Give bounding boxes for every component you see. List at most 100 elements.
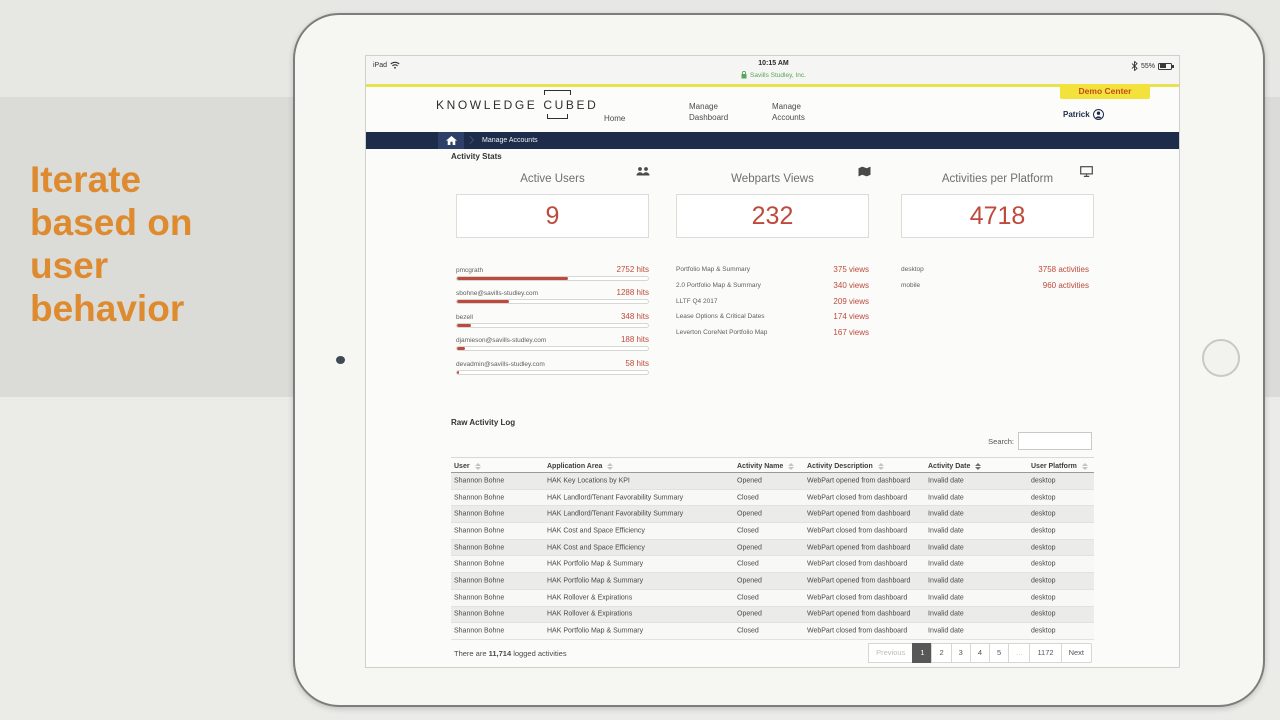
nav-item[interactable]: Manage Accounts <box>772 102 805 122</box>
status-right: 55% <box>1131 61 1174 71</box>
cell-activity-date: Invalid date <box>928 544 964 552</box>
webpart-label: Portfolio Map & Summary <box>676 266 751 274</box>
screen: iPad 10:15 AM Savills Studley, Inc. 55% … <box>365 55 1180 668</box>
hit-bar-track <box>456 276 649 281</box>
sort-icon[interactable] <box>1082 463 1088 470</box>
table-row: Shannon Bohne HAK Portfolio Map & Summar… <box>451 623 1094 640</box>
cell-activity-date: Invalid date <box>928 527 964 535</box>
cell-user: Shannon Bohne <box>454 477 505 485</box>
page-button[interactable]: 1172 <box>1029 643 1062 663</box>
table-row: Shannon Bohne HAK Rollover & Expirations… <box>451 606 1094 624</box>
hit-bar-fill <box>457 323 472 327</box>
table-search: Search: <box>988 432 1092 450</box>
page-button[interactable]: 4 <box>969 643 990 663</box>
hit-bar-track <box>456 346 649 352</box>
webpart-label: 2.0 Portfolio Map & Summary <box>676 282 761 290</box>
summary-count: 11,714 <box>488 649 512 658</box>
cell-activity-date: Invalid date <box>928 627 964 635</box>
webpart-label: Leverton CoreNet Portfolio Map <box>676 329 768 337</box>
hit-bar-track <box>456 299 649 305</box>
bluetooth-icon <box>1131 61 1138 71</box>
sort-icon[interactable] <box>788 463 794 470</box>
activity-log-table: User Application Area Activity Name <box>451 457 1094 640</box>
cell-activity-name: Closed <box>737 494 759 502</box>
table-column-header[interactable]: User Platform <box>1031 458 1088 474</box>
stat-card-value: 9 <box>456 194 649 238</box>
section-title-raw-log: Raw Activity Log <box>451 418 516 427</box>
sort-icon[interactable] <box>975 463 981 470</box>
cell-user-platform: desktop <box>1031 594 1056 602</box>
sort-icon[interactable] <box>878 463 884 470</box>
user-hit-value: 2752 hits <box>616 265 649 274</box>
cell-application-area: HAK Cost and Space Efficiency <box>547 544 645 552</box>
logo: KNOWLEDGE CUBED <box>436 98 599 112</box>
table-column-header[interactable]: Application Area <box>547 458 613 474</box>
cell-user-platform: desktop <box>1031 610 1056 618</box>
user-hit-item: bezell 348 hits <box>456 309 649 332</box>
user-hit-value: 348 hits <box>620 311 649 321</box>
cell-activity-name: Opened <box>737 577 762 585</box>
home-button[interactable] <box>1202 339 1240 377</box>
page-button[interactable]: 3 <box>950 643 971 663</box>
webpart-view-item: Portfolio Map & Summary 375 views <box>676 262 869 278</box>
search-input[interactable] <box>1018 432 1092 450</box>
section-title-activity-stats: Activity Stats <box>451 152 502 161</box>
cell-activity-description: WebPart closed from dashboard <box>807 594 908 602</box>
column-label: Activity Description <box>807 462 873 470</box>
table-column-header[interactable]: Activity Description <box>807 458 884 474</box>
breadcrumb-bar: Manage Accounts <box>366 132 1179 149</box>
webpart-value: 209 views <box>833 296 869 306</box>
table-row: Shannon Bohne HAK Key Locations by KPI O… <box>451 473 1094 490</box>
lock-icon <box>741 71 747 79</box>
nav-item[interactable]: Manage Dashboard <box>689 102 729 122</box>
cell-user: Shannon Bohne <box>454 560 505 568</box>
stat-cards: Active Users 9 Webparts Views 232 Activi… <box>366 173 1179 239</box>
page-button[interactable]: Previous <box>868 643 914 663</box>
cell-application-area: HAK Portfolio Map & Summary <box>547 577 644 585</box>
sort-icon[interactable] <box>607 463 613 470</box>
column-label: Application Area <box>547 462 603 470</box>
cell-activity-description: WebPart opened from dashboard <box>807 510 911 518</box>
ios-status-bar: iPad 10:15 AM Savills Studley, Inc. 55% <box>366 56 1179 84</box>
breadcrumb-label[interactable]: Manage Accounts <box>482 137 538 144</box>
cell-user: Shannon Bohne <box>454 577 505 585</box>
cell-activity-date: Invalid date <box>928 610 964 618</box>
page-button[interactable]: ... <box>1008 643 1031 663</box>
caption-line: behavior <box>30 288 185 329</box>
table-column-header[interactable]: User <box>454 458 481 474</box>
cell-user: Shannon Bohne <box>454 527 505 535</box>
page-button[interactable]: Next <box>1060 643 1092 663</box>
page-button[interactable]: 5 <box>989 643 1010 663</box>
user-hit-label: pmcgrath <box>456 267 484 274</box>
cell-activity-description: WebPart closed from dashboard <box>807 627 908 635</box>
sort-icon[interactable] <box>475 463 481 470</box>
page-button[interactable]: 1 <box>912 643 933 663</box>
table-column-header[interactable]: Activity Date <box>928 458 981 474</box>
desktop-icon <box>1080 164 1093 182</box>
map-icon <box>858 164 871 182</box>
demo-center-badge[interactable]: Demo Center <box>1060 84 1150 99</box>
webpart-view-item: Leverton CoreNet Portfolio Map 167 views <box>676 325 869 341</box>
battery-icon <box>1158 62 1174 70</box>
user-menu[interactable]: Patrick <box>1063 109 1104 120</box>
page-accent-line <box>366 84 1179 87</box>
table-row: Shannon Bohne HAK Portfolio Map & Summar… <box>451 573 1094 590</box>
webpart-views-list: Portfolio Map & Summary 375 views 2.0 Po… <box>676 262 869 340</box>
cell-user: Shannon Bohne <box>454 610 505 618</box>
caption-line: Iterate <box>30 159 142 200</box>
cell-application-area: HAK Landlord/Tenant Favorability Summary <box>547 510 684 518</box>
cell-activity-description: WebPart closed from dashboard <box>807 560 908 568</box>
stat-card-title: Activities per Platform <box>941 173 1054 185</box>
wifi-icon <box>390 61 400 69</box>
hit-bar-fill <box>457 300 510 304</box>
cell-activity-date: Invalid date <box>928 477 964 485</box>
cell-application-area: HAK Cost and Space Efficiency <box>547 527 645 535</box>
page-button[interactable]: 2 <box>931 643 952 663</box>
summary-prefix: There are <box>454 649 489 658</box>
breadcrumb-home[interactable] <box>438 132 464 149</box>
cell-user-platform: desktop <box>1031 560 1056 568</box>
nav-item[interactable]: Home <box>604 114 626 123</box>
table-column-header[interactable]: Activity Name <box>737 458 794 474</box>
table-row: Shannon Bohne HAK Cost and Space Efficie… <box>451 539 1094 557</box>
home-icon <box>445 136 457 145</box>
